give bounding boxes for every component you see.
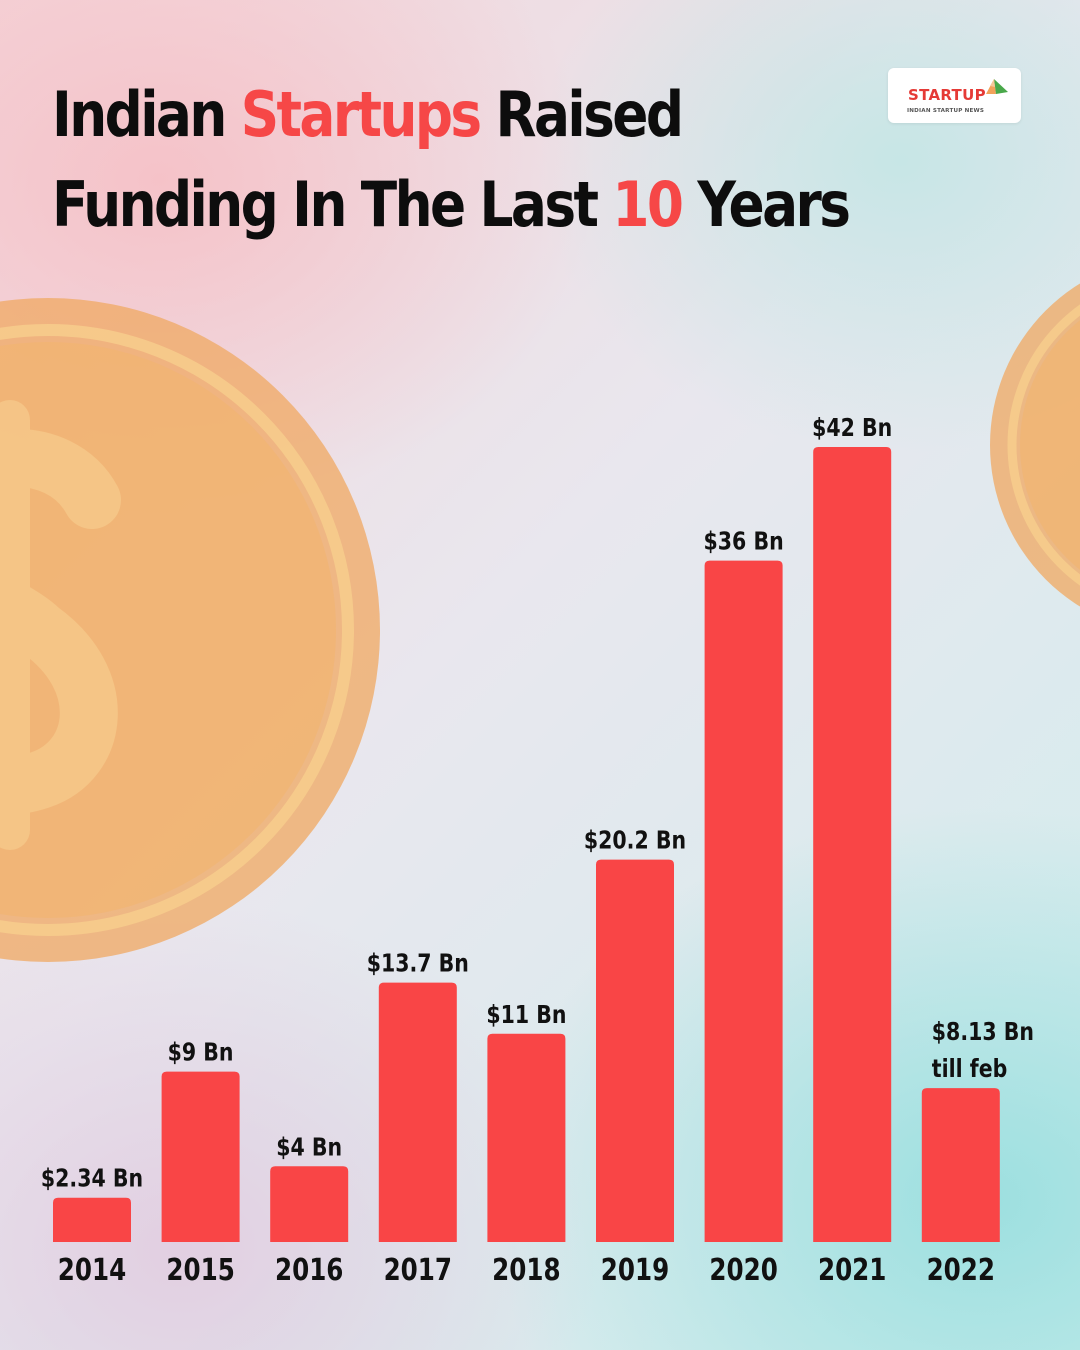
startup-logo: STARTUP INDIAN STARTUP NEWS bbox=[888, 68, 1021, 123]
year-label-2022: 2022 bbox=[927, 1254, 995, 1288]
value-label-2021: $42 Bn bbox=[812, 414, 892, 442]
value-label-2017: $13.7 Bn bbox=[367, 950, 469, 978]
year-label-2018: 2018 bbox=[492, 1254, 560, 1288]
title-part-2: Raised bbox=[479, 78, 684, 151]
title-highlight-number: 10 bbox=[612, 168, 684, 241]
value-label-2014: $2.34 Bn bbox=[41, 1165, 143, 1193]
dollar-coin-right-icon bbox=[990, 283, 1080, 607]
value-label-2022-line-2: till feb bbox=[932, 1055, 1008, 1083]
bar-2022 bbox=[921, 1088, 1000, 1242]
bar-2019 bbox=[596, 859, 674, 1242]
value-label-2015: $9 Bn bbox=[168, 1039, 234, 1067]
value-label-2022-line-1: $8.13 Bn bbox=[932, 1018, 1034, 1046]
logo-wordmark: STARTUP bbox=[908, 86, 986, 104]
triangle-logo-icon bbox=[986, 79, 1008, 94]
dollar-coin-left-icon bbox=[0, 298, 380, 962]
year-label-2019: 2019 bbox=[601, 1254, 669, 1288]
bar-2018 bbox=[487, 1033, 566, 1242]
bar-2014 bbox=[53, 1197, 131, 1242]
year-label-2016: 2016 bbox=[275, 1254, 343, 1288]
logo-subtitle: INDIAN STARTUP NEWS bbox=[907, 108, 985, 114]
year-label-2017: 2017 bbox=[384, 1254, 452, 1288]
title-part-1: Indian bbox=[52, 78, 241, 151]
bar-2016 bbox=[270, 1166, 349, 1242]
value-label-2020: $36 Bn bbox=[704, 528, 784, 556]
bar-2017 bbox=[378, 982, 457, 1242]
value-label-2016: $4 Bn bbox=[276, 1133, 342, 1161]
year-label-2021: 2021 bbox=[818, 1254, 886, 1288]
title-part-3: Funding In The Last bbox=[52, 168, 613, 241]
year-label-2014: 2014 bbox=[58, 1254, 126, 1288]
title-highlight-startups: Startups bbox=[240, 78, 482, 151]
value-label-2018: $11 Bn bbox=[486, 1001, 566, 1029]
page-title: Indian Startups Raised Funding In The Las… bbox=[52, 70, 851, 250]
bar-2021 bbox=[813, 447, 892, 1242]
year-label-2015: 2015 bbox=[166, 1254, 234, 1288]
bar-2015 bbox=[161, 1071, 240, 1242]
value-label-2019: $20.2 Bn bbox=[584, 827, 686, 855]
title-part-4: Years bbox=[681, 168, 851, 241]
year-label-2020: 2020 bbox=[709, 1254, 777, 1288]
bar-2020 bbox=[704, 560, 783, 1242]
